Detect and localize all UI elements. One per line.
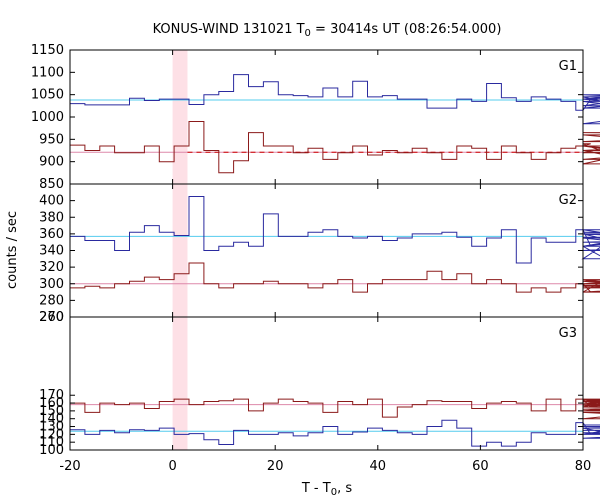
x-tick-label: 0 <box>168 459 176 474</box>
y-tick-label: 340 <box>39 244 64 259</box>
y-tick-label: 160 <box>39 396 64 411</box>
y-tick-label: 1050 <box>31 88 64 103</box>
trigger-highlight-band <box>172 50 188 450</box>
y-tick-label: 360 <box>39 227 64 242</box>
y-tick-label: 950 <box>39 132 64 147</box>
title-subscript: 0 <box>305 28 311 39</box>
y-tick-label: 300 <box>39 277 64 292</box>
panel-g1: 850 900 950 1000 1050 1100 1150 G1 <box>31 43 600 192</box>
y-tick-label: 900 <box>39 155 64 170</box>
title-main: KONUS-WIND 131021 T <box>153 22 305 37</box>
y-tick-label: 140 <box>39 412 64 427</box>
x-tick-label: 60 <box>472 459 489 474</box>
x-tick-label: 80 <box>575 459 592 474</box>
y-tick-label: 110 <box>39 435 64 450</box>
y-tick-label: 260 <box>39 310 64 325</box>
panel-label: G2 <box>559 193 577 208</box>
y-tick-label: 320 <box>39 260 64 275</box>
y-tick-label: 150 <box>39 404 64 419</box>
panel-frame <box>69 49 584 185</box>
x-tick-label: 40 <box>370 459 387 474</box>
series-line-1 <box>70 419 600 447</box>
series-line-0 <box>70 196 600 264</box>
plot-layer: 8509009501000105011001150G12602803003203… <box>31 43 600 474</box>
series-line-1 <box>70 121 600 174</box>
panel-frame <box>69 183 584 318</box>
panel-label: G1 <box>559 59 577 74</box>
y-tick-label: 1000 <box>31 110 64 125</box>
xlabel-subscript: 0 <box>331 487 337 498</box>
series-line-0 <box>70 398 600 420</box>
x-tick-label: -20 <box>59 459 80 474</box>
xlabel-main: T - T <box>301 481 331 496</box>
series-line-1 <box>70 262 600 293</box>
y-tick-label: 100 <box>39 443 64 458</box>
y-tick-label: 400 <box>39 194 64 209</box>
y-tick-label: 1150 <box>31 43 64 58</box>
y-axis-label: counts / sec <box>5 211 20 289</box>
y-tick-label: 130 <box>39 420 64 435</box>
panel-label: G3 <box>559 326 577 341</box>
title-rest: = 30414s UT (08:26:54.000) <box>311 22 501 37</box>
xlabel-rest: , s <box>337 481 352 496</box>
y-tick-label: 270 <box>39 310 64 325</box>
x-tick-label: 20 <box>267 459 284 474</box>
x-axis-label: T - T0, s <box>301 481 352 498</box>
series-line-0 <box>70 74 600 125</box>
y-tick-label: 170 <box>39 388 64 403</box>
panel-frame <box>69 316 584 451</box>
y-tick-label: 280 <box>39 293 64 308</box>
y-tick-label: 380 <box>39 210 64 225</box>
y-tick-label: 1100 <box>31 65 64 80</box>
chart-title: KONUS-WIND 131021 T0 = 30414s UT (08:26:… <box>153 22 502 39</box>
y-tick-label: 850 <box>39 177 64 192</box>
y-tick-label: 120 <box>39 427 64 442</box>
